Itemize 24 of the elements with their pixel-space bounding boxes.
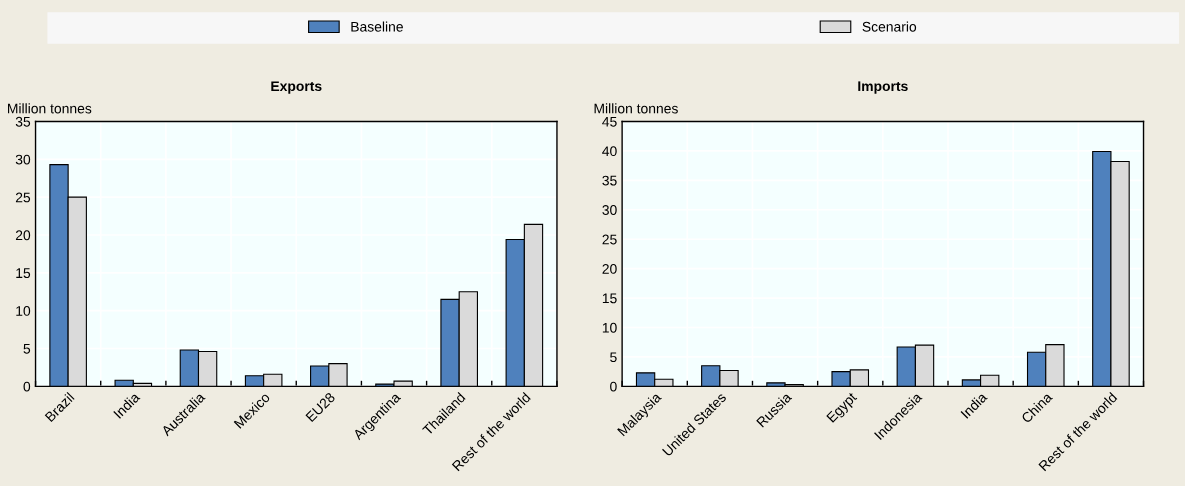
y-tick-label: 15 xyxy=(16,268,31,279)
y-tick-label: 25 xyxy=(15,192,31,203)
y-tick-label: 20 xyxy=(602,263,617,274)
chart-title: Exports xyxy=(271,81,322,94)
y-tick-label: 5 xyxy=(610,352,617,363)
y-axis-title: Million tonnes xyxy=(8,103,92,114)
y-tick-label: 35 xyxy=(602,175,617,186)
legend-label: Scenario xyxy=(862,21,917,32)
y-tick-label: 20 xyxy=(15,230,31,241)
y-tick-label: 30 xyxy=(602,205,617,215)
y-axis-title: Million tonnes xyxy=(594,103,678,114)
legend-label: Baseline xyxy=(351,21,403,32)
y-tick-label: 40 xyxy=(602,146,617,157)
y-tick-label: 25 xyxy=(602,234,617,245)
y-tick-label: 30 xyxy=(15,154,31,165)
y-tick-label: 10 xyxy=(602,322,617,333)
y-tick-label: 0 xyxy=(610,381,617,392)
y-tick-label: 0 xyxy=(23,381,31,392)
y-tick-label: 35 xyxy=(15,116,31,127)
chart-title: Imports xyxy=(858,81,908,94)
y-tick-label: 10 xyxy=(16,306,31,316)
y-tick-label: 15 xyxy=(602,293,617,304)
y-tick-label: 5 xyxy=(23,344,31,354)
y-tick-label: 45 xyxy=(602,116,617,127)
